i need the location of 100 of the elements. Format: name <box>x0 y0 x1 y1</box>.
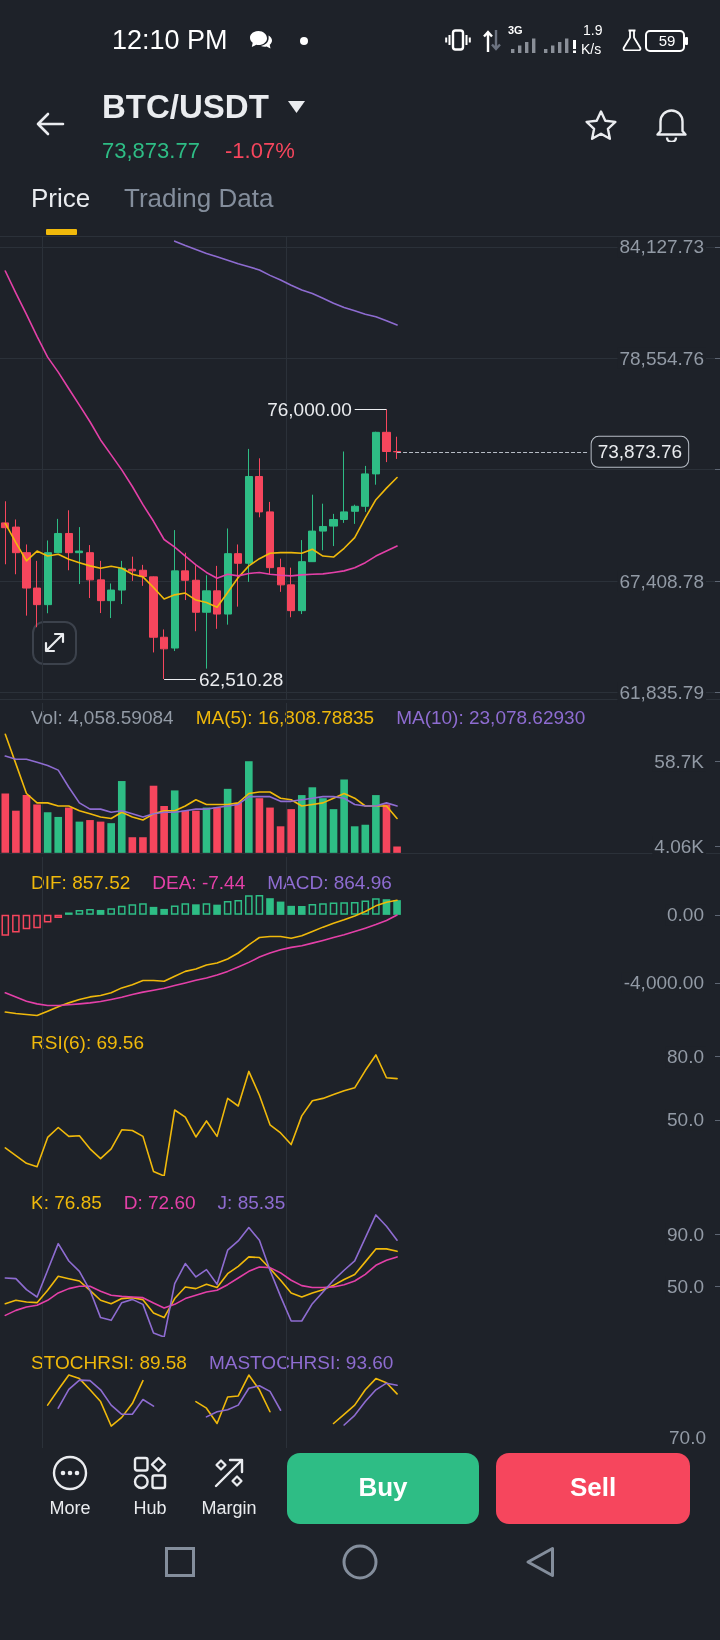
bar <box>287 905 295 915</box>
text: 3G <box>508 24 523 38</box>
text: Sell <box>569 1472 617 1504</box>
candlestick <box>287 567 295 618</box>
bar <box>128 904 137 915</box>
line-series <box>173 240 398 326</box>
bar <box>308 903 317 915</box>
bar <box>22 914 31 930</box>
bar <box>107 908 115 915</box>
bar <box>181 903 190 915</box>
bar <box>160 908 168 915</box>
candlestick <box>22 543 31 617</box>
candlestick <box>160 628 168 680</box>
bar <box>75 821 84 853</box>
series-label: J: 85.35 <box>217 1191 286 1213</box>
bar <box>223 900 232 915</box>
bar <box>12 914 20 933</box>
y-tick-label: 58.7K <box>654 750 705 772</box>
bar <box>128 837 137 853</box>
bar <box>245 895 253 915</box>
bar <box>181 810 190 853</box>
text: MA(10): 23,078.62930 <box>396 706 586 728</box>
bar <box>393 900 401 915</box>
bar <box>12 810 20 853</box>
text: Buy <box>358 1472 408 1504</box>
candlestick <box>192 564 200 632</box>
bar <box>319 798 327 853</box>
candlestick <box>277 558 285 593</box>
candlestick <box>245 448 253 583</box>
candlestick <box>308 494 316 563</box>
text: 59 <box>658 32 676 50</box>
bar <box>86 908 94 915</box>
candlestick <box>107 582 115 619</box>
bar <box>43 914 52 923</box>
bar <box>139 903 147 915</box>
y-tick-label: 67,408.78 <box>619 570 704 592</box>
candlestick <box>65 509 73 571</box>
candlestick <box>213 565 221 630</box>
chart-title: BTC/USDT <box>102 87 269 127</box>
bar <box>361 824 370 853</box>
line-series <box>4 1054 398 1176</box>
bar <box>234 802 243 853</box>
text: 70.0 <box>669 1426 706 1448</box>
bar <box>213 904 221 915</box>
bar <box>117 781 126 853</box>
candlestick <box>329 513 338 547</box>
bar <box>139 837 147 853</box>
candlestick <box>224 527 232 626</box>
bar <box>361 900 370 915</box>
bar <box>65 912 73 915</box>
line-series <box>4 476 398 609</box>
bar <box>65 807 73 853</box>
bar <box>86 820 94 853</box>
text: K/s <box>581 40 602 58</box>
bar <box>202 903 211 915</box>
chart-title: Vol: 4,058.59084 <box>31 706 175 728</box>
annotation: 62,510.28 <box>198 668 284 690</box>
candlestick <box>33 560 41 628</box>
bar <box>350 826 359 853</box>
bar <box>340 779 348 853</box>
annotation: MACD: 864.96 <box>267 871 392 893</box>
candlestick <box>361 465 369 513</box>
line-series <box>4 270 398 580</box>
line-series <box>4 899 398 1017</box>
bar <box>372 795 380 853</box>
text: K: 76.85 <box>31 1191 102 1213</box>
bar <box>170 790 179 853</box>
candlestick <box>128 556 136 582</box>
bar <box>266 898 274 915</box>
bar <box>54 816 63 853</box>
text: More <box>49 1498 91 1520</box>
bar <box>170 905 179 915</box>
line-series <box>4 733 398 821</box>
bar <box>33 914 41 929</box>
series-label: STOCHRSI: 89.58 <box>31 1351 187 1373</box>
candlestick <box>234 543 242 608</box>
bar <box>43 812 52 853</box>
text: D: 72.60 <box>123 1191 196 1213</box>
y-tick-label: 61,835.79 <box>619 682 704 703</box>
candlestick <box>97 560 105 614</box>
bar <box>149 906 158 915</box>
bar <box>319 903 327 915</box>
candlestick <box>139 564 147 587</box>
y-tick-label: 4.06K <box>654 836 705 857</box>
bar <box>255 894 264 915</box>
candlestick <box>382 408 391 463</box>
bar <box>96 821 105 853</box>
candlestick <box>340 451 348 524</box>
bar <box>372 898 380 915</box>
text: -1.07% <box>225 137 295 165</box>
bar <box>297 795 306 853</box>
bar <box>192 810 200 853</box>
bar <box>192 904 200 915</box>
bar <box>96 909 105 915</box>
text: RSI(6): 69.56 <box>31 1031 144 1053</box>
y-tick-label: 0.00 <box>667 904 704 926</box>
bar <box>329 809 338 853</box>
bar <box>75 909 84 915</box>
candlestick <box>44 539 52 614</box>
annotation: 76,000.00 <box>267 398 352 420</box>
